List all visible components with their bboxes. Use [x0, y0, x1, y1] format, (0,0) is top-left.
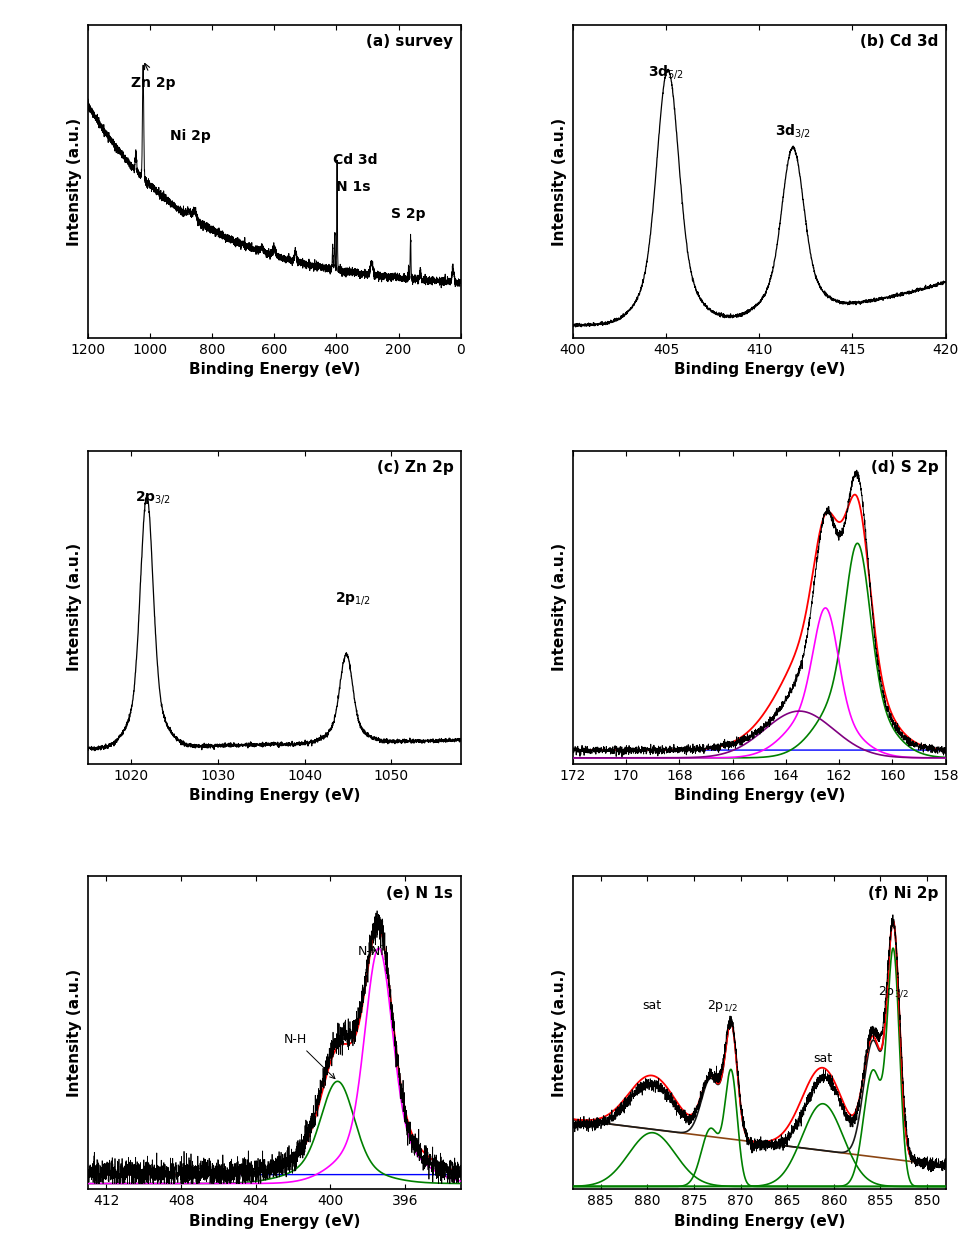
Text: N-Ni: N-Ni: [358, 945, 385, 958]
Y-axis label: Intensity (a.u.): Intensity (a.u.): [552, 543, 567, 671]
Y-axis label: Intensity (a.u.): Intensity (a.u.): [67, 118, 82, 245]
Y-axis label: Intensity (a.u.): Intensity (a.u.): [67, 543, 82, 671]
Text: 2p$_{1/2}$: 2p$_{1/2}$: [707, 999, 737, 1014]
Text: Ni 2p: Ni 2p: [170, 129, 211, 143]
Text: (c) Zn 2p: (c) Zn 2p: [376, 461, 453, 475]
X-axis label: Binding Energy (eV): Binding Energy (eV): [674, 789, 845, 803]
Text: 3d$_{3/2}$: 3d$_{3/2}$: [775, 121, 811, 140]
Text: (f) Ni 2p: (f) Ni 2p: [868, 886, 938, 900]
Y-axis label: Intensity (a.u.): Intensity (a.u.): [552, 969, 567, 1097]
Text: (b) Cd 3d: (b) Cd 3d: [860, 34, 938, 49]
Text: sat: sat: [643, 999, 662, 1013]
Text: 2p$_{3/2}$: 2p$_{3/2}$: [878, 984, 909, 999]
Text: 2p$_{3/2}$: 2p$_{3/2}$: [136, 490, 172, 506]
Text: (e) N 1s: (e) N 1s: [386, 886, 453, 900]
Text: 2p$_{1/2}$: 2p$_{1/2}$: [335, 590, 371, 607]
Text: S 2p: S 2p: [391, 207, 426, 220]
Text: Zn 2p: Zn 2p: [132, 64, 176, 90]
X-axis label: Binding Energy (eV): Binding Energy (eV): [188, 1214, 360, 1228]
Text: 3d$_{5/2}$: 3d$_{5/2}$: [648, 63, 684, 80]
Y-axis label: Intensity (a.u.): Intensity (a.u.): [67, 969, 82, 1097]
Text: N-H: N-H: [284, 1033, 335, 1079]
Text: (a) survey: (a) survey: [367, 34, 453, 49]
X-axis label: Binding Energy (eV): Binding Energy (eV): [674, 363, 845, 377]
X-axis label: Binding Energy (eV): Binding Energy (eV): [188, 363, 360, 377]
X-axis label: Binding Energy (eV): Binding Energy (eV): [188, 789, 360, 803]
Text: N 1s: N 1s: [336, 180, 370, 194]
Text: Cd 3d: Cd 3d: [333, 153, 378, 168]
Y-axis label: Intensity (a.u.): Intensity (a.u.): [552, 118, 567, 245]
Text: (d) S 2p: (d) S 2p: [871, 461, 938, 475]
Text: sat: sat: [813, 1053, 833, 1065]
X-axis label: Binding Energy (eV): Binding Energy (eV): [674, 1214, 845, 1228]
